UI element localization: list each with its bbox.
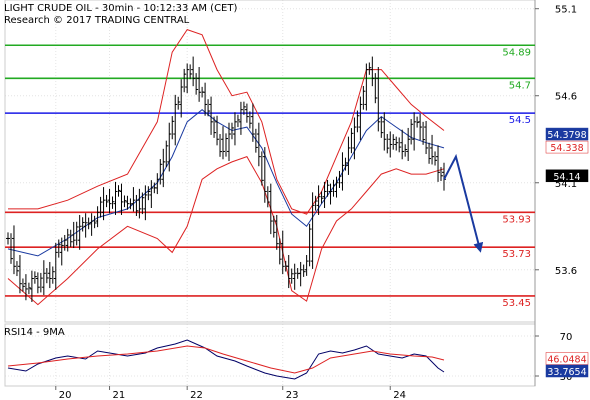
price-badge	[545, 169, 589, 183]
rsi-badge-label: 33.7654	[547, 367, 586, 378]
price-badge	[545, 140, 589, 154]
level-label: 54.89	[502, 47, 531, 58]
y-tick-label: 53.6	[555, 266, 577, 277]
price-badge-label: 54.14	[553, 172, 580, 183]
price-badge-label: 54.338	[550, 143, 583, 154]
price-badge-label: 54.3798	[547, 130, 586, 141]
chart-title: LIGHT CRUDE OIL - 30min - 10:12:33 AM (C…	[4, 3, 237, 14]
level-label: 53.93	[502, 214, 531, 225]
rsi-badge	[545, 364, 589, 378]
y-tick-label: 55.1	[555, 5, 577, 16]
key-levels: 54.89 54.7 54.5 53.93 53.73 53.45	[5, 44, 535, 309]
price-badge	[545, 127, 589, 141]
rsi-badge-label: 46.0484	[547, 355, 586, 366]
x-tick-label: 23	[286, 390, 299, 400]
y-tick-label: 54.1	[555, 179, 577, 190]
rsi-y-ticks: 70 30	[535, 332, 572, 383]
rsi-title: RSI14 - 9MA	[4, 327, 65, 338]
level-label: 54.7	[509, 80, 531, 91]
rsi-badge	[545, 352, 589, 365]
x-ticks: 20 21 22 23 24	[55, 386, 406, 400]
x-tick-label: 22	[190, 390, 203, 400]
bollinger-upper-line	[8, 28, 445, 215]
y-tick-label: 54.6	[555, 92, 577, 103]
rsi-ma-line	[7, 345, 445, 374]
price-badges: 54.3798 54.338 54.14	[545, 127, 589, 183]
rsi-line	[7, 339, 445, 380]
price-panel-frame	[4, 0, 536, 323]
projection-arrow	[443, 153, 484, 253]
price-y-ticks: 55.1 54.6 54.1 53.6	[535, 5, 577, 277]
level-label: 54.5	[509, 115, 531, 126]
rsi-tick-label: 70	[560, 332, 573, 343]
x-tick-label: 20	[59, 390, 72, 400]
x-tick-label: 24	[393, 390, 406, 400]
grid-lines	[5, 0, 535, 386]
rsi-tick-label: 30	[560, 372, 573, 383]
x-tick-label: 21	[113, 390, 126, 400]
level-label: 53.45	[502, 298, 531, 309]
level-label: 53.73	[502, 249, 531, 260]
price-bars	[6, 56, 446, 302]
chart-subtitle: Research © 2017 TRADING CENTRAL	[4, 15, 190, 26]
rsi-panel-frame	[4, 323, 536, 387]
